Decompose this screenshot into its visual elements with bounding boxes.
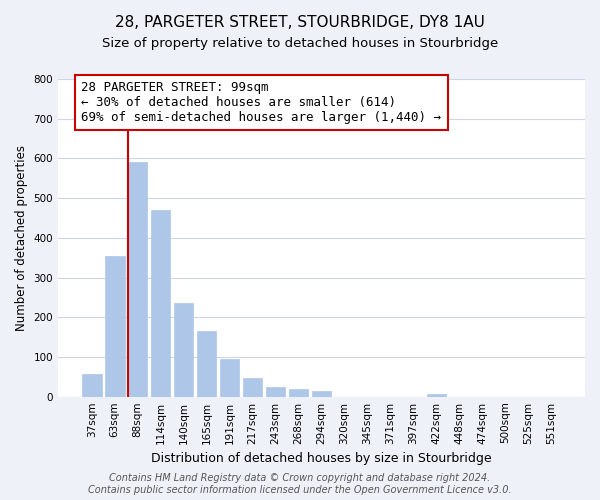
Text: Contains HM Land Registry data © Crown copyright and database right 2024.
Contai: Contains HM Land Registry data © Crown c… <box>88 474 512 495</box>
Text: Size of property relative to detached houses in Stourbridge: Size of property relative to detached ho… <box>102 38 498 51</box>
Text: 28, PARGETER STREET, STOURBRIDGE, DY8 1AU: 28, PARGETER STREET, STOURBRIDGE, DY8 1A… <box>115 15 485 30</box>
Bar <box>243 378 262 396</box>
Bar <box>197 331 217 396</box>
Bar <box>266 387 286 396</box>
Bar <box>312 390 331 396</box>
Bar <box>82 374 101 396</box>
Y-axis label: Number of detached properties: Number of detached properties <box>15 145 28 331</box>
Bar <box>151 210 170 396</box>
Text: 28 PARGETER STREET: 99sqm
← 30% of detached houses are smaller (614)
69% of semi: 28 PARGETER STREET: 99sqm ← 30% of detac… <box>82 81 442 124</box>
Bar <box>427 394 446 396</box>
Bar <box>105 256 125 396</box>
Bar <box>174 304 193 396</box>
Bar <box>289 388 308 396</box>
Bar <box>220 359 239 397</box>
Bar <box>128 162 148 396</box>
X-axis label: Distribution of detached houses by size in Stourbridge: Distribution of detached houses by size … <box>151 452 492 465</box>
